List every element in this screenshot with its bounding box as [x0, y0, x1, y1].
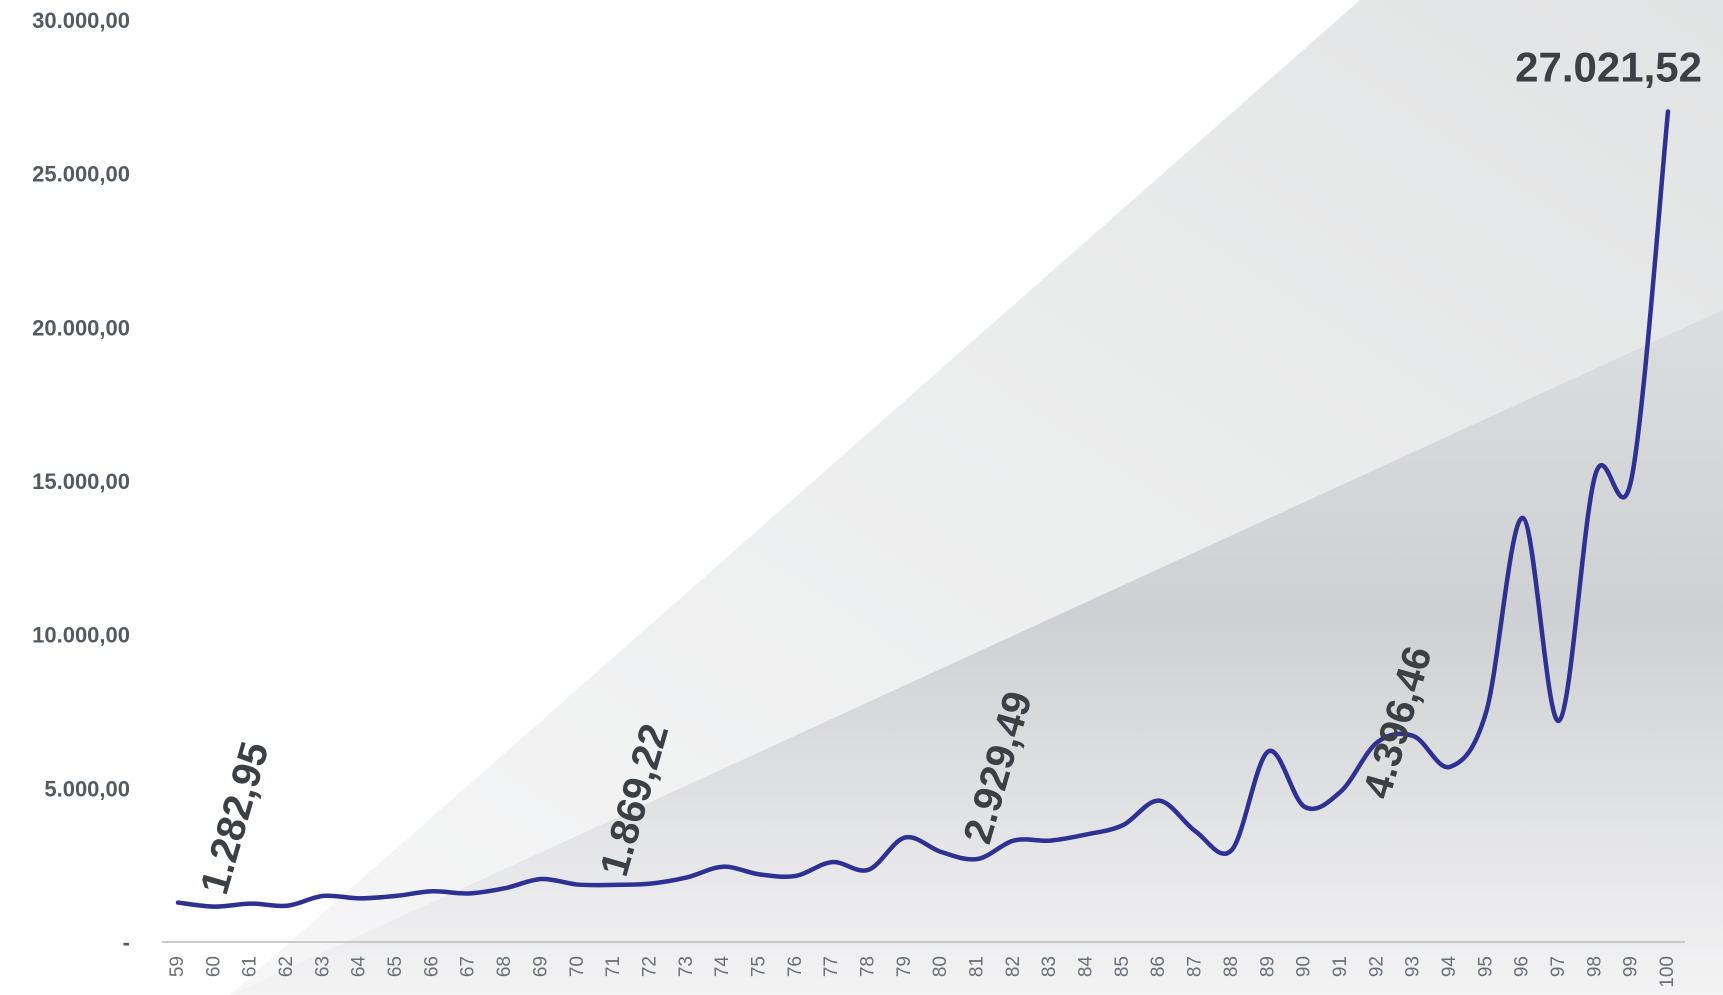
x-tick-label: 80: [930, 956, 951, 977]
x-axis: 59 60 61 62 63 64 65 66 67 68 69 70 71 72 73 74 75 76 77 78…: [167, 956, 1678, 988]
x-tick-label: 65: [385, 956, 406, 977]
x-tick-label: 97: [1548, 956, 1569, 977]
x-tick-label: 87: [1185, 956, 1206, 977]
x-tick-label: 70: [567, 956, 588, 977]
data-label: 1.282,95: [192, 737, 277, 899]
x-tick-label: 73: [676, 956, 697, 977]
x-tick-label: 76: [785, 956, 806, 977]
chart-background: [230, 0, 1723, 995]
x-tick-label: 94: [1439, 956, 1460, 978]
x-tick-label: 66: [421, 956, 442, 977]
x-tick-label: 69: [530, 956, 551, 977]
x-tick-label: 64: [349, 956, 370, 978]
y-tick-label: 5.000,00: [44, 776, 130, 801]
x-tick-label: 75: [748, 956, 769, 977]
x-tick-label: 92: [1366, 956, 1387, 977]
x-tick-label: 98: [1584, 956, 1605, 977]
y-tick-label: 15.000,00: [32, 469, 130, 494]
x-tick-label: 78: [858, 956, 879, 977]
x-tick-label: 61: [240, 956, 261, 977]
y-tick-label: 10.000,00: [32, 623, 130, 648]
x-tick-label: 72: [639, 956, 660, 977]
x-tick-label: 83: [1039, 956, 1060, 977]
x-tick-label: 71: [603, 956, 624, 977]
x-tick-label: 96: [1512, 956, 1533, 977]
x-tick-label: 85: [1112, 956, 1133, 977]
y-tick-label: -: [123, 930, 130, 955]
y-tick-label: 25.000,00: [32, 162, 130, 187]
x-tick-label: 81: [967, 956, 988, 977]
x-tick-label: 67: [458, 956, 479, 977]
x-tick-label: 88: [1221, 956, 1242, 977]
x-tick-label: 89: [1257, 956, 1278, 977]
x-tick-label: 93: [1403, 956, 1424, 977]
x-tick-label: 62: [276, 956, 297, 977]
x-tick-label: 95: [1475, 956, 1496, 977]
series-line: [175, 109, 1671, 909]
x-tick-label: 82: [1003, 956, 1024, 977]
y-tick-label: 20.000,00: [32, 315, 130, 340]
x-tick-label: 91: [1330, 956, 1351, 977]
data-label: 27.021,52: [1515, 44, 1702, 91]
background-band-dark: [230, 310, 1723, 995]
x-tick-label: 60: [203, 956, 224, 977]
x-tick-label: 79: [894, 956, 915, 977]
x-tick-label: 63: [312, 956, 333, 977]
x-tick-label: 68: [494, 956, 515, 977]
x-tick-label: 90: [1294, 956, 1315, 977]
x-tick-label: 100: [1657, 956, 1678, 988]
y-tick-label: 30.000,00: [32, 8, 130, 33]
x-tick-label: 59: [167, 956, 188, 977]
x-tick-label: 99: [1621, 956, 1642, 977]
x-tick-label: 77: [821, 956, 842, 977]
x-tick-label: 74: [712, 956, 733, 978]
x-tick-label: 86: [1148, 956, 1169, 977]
y-axis: - 5.000,00 10.000,00 15.000,00 20.000,00 25.0…: [32, 8, 130, 955]
x-tick-label: 84: [1076, 956, 1097, 978]
